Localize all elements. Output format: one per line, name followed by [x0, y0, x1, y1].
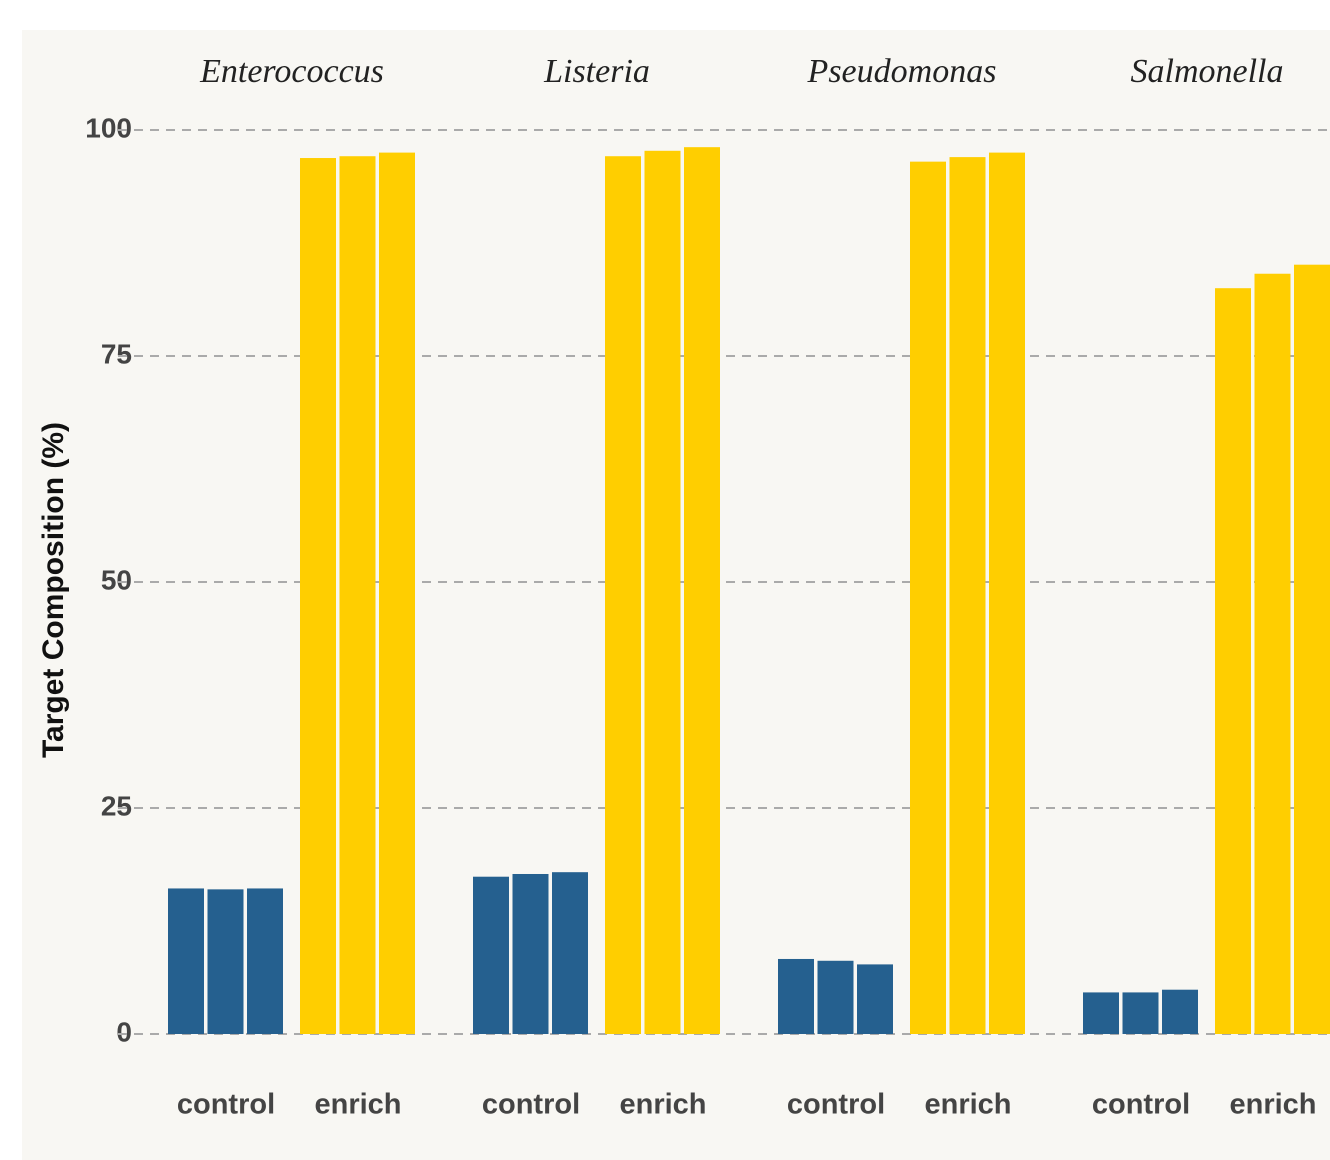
bar — [910, 161, 946, 1034]
x-tick-label: control — [1092, 1089, 1190, 1121]
bar — [1294, 264, 1330, 1034]
x-tick-label: enrich — [619, 1089, 706, 1121]
bar — [207, 889, 244, 1034]
y-tick-label: 0 — [116, 1016, 132, 1047]
bar — [684, 147, 720, 1034]
bar — [552, 872, 588, 1034]
y-tick-label: 50 — [101, 564, 132, 595]
x-tick-label: enrich — [924, 1089, 1011, 1121]
bar — [168, 888, 204, 1034]
facet-title: Pseudomonas — [807, 53, 997, 90]
x-tick-label: control — [177, 1089, 275, 1121]
bar — [989, 152, 1025, 1035]
bar — [949, 157, 986, 1034]
facet-title: Listeria — [543, 53, 650, 90]
bar — [247, 888, 283, 1034]
bar — [644, 150, 681, 1035]
bar — [778, 958, 814, 1034]
bar — [512, 873, 549, 1034]
x-tick-label: control — [482, 1089, 580, 1121]
x-tick-label: enrich — [1229, 1089, 1316, 1121]
bar — [1122, 992, 1159, 1034]
bar — [379, 152, 415, 1035]
y-axis-title: Target Composition (%) — [37, 422, 70, 758]
bar — [1215, 288, 1251, 1034]
y-tick-label: 100 — [85, 112, 132, 143]
x-tick-label: enrich — [314, 1089, 401, 1121]
bar — [1162, 989, 1198, 1034]
facet-title: Salmonella — [1131, 53, 1284, 90]
bar — [1083, 992, 1119, 1034]
bar — [300, 158, 336, 1035]
bar — [817, 960, 854, 1034]
facet-title: Enterococcus — [199, 53, 384, 90]
bar — [473, 876, 509, 1034]
bar — [339, 156, 376, 1034]
x-tick-label: control — [787, 1089, 885, 1121]
bar — [857, 964, 893, 1034]
bar — [1254, 273, 1291, 1035]
y-tick-label: 75 — [101, 338, 132, 369]
bar — [605, 156, 641, 1034]
y-tick-label: 25 — [101, 790, 132, 821]
